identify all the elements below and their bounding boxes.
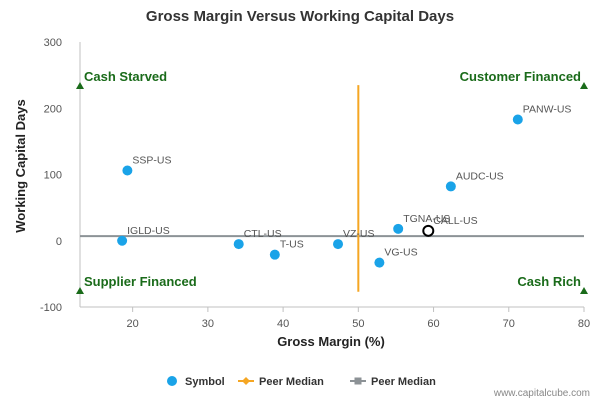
data-point-label: VZ-US xyxy=(343,228,375,240)
data-point xyxy=(122,165,133,176)
data-point-label: IGLD-US xyxy=(127,225,170,237)
chart-title: Gross Margin Versus Working Capital Days xyxy=(146,8,454,25)
quadrant-triangle-icon xyxy=(580,287,588,294)
legend-diamond-icon xyxy=(242,377,250,385)
quadrant-label-bottom-left: Supplier Financed xyxy=(84,274,197,289)
data-point-label: TGNA-US xyxy=(403,213,450,225)
legend-circle-icon xyxy=(167,376,177,386)
y-tick-label: 100 xyxy=(44,170,62,182)
data-point xyxy=(233,239,244,250)
x-tick-label: 20 xyxy=(127,318,139,330)
quadrant-labels: Cash Starved Customer Financed Supplier Fi… xyxy=(76,69,588,294)
data-point xyxy=(445,181,456,192)
data-point xyxy=(333,239,344,250)
quadrant-label-bottom-right: Cash Rich xyxy=(517,274,581,289)
data-point-label: VG-US xyxy=(384,247,417,259)
peer-median-lines xyxy=(80,85,584,292)
x-tick-label: 80 xyxy=(578,318,590,330)
data-point-label: PANW-US xyxy=(523,104,572,116)
x-tick-labels: 20 30 40 50 60 70 80 xyxy=(127,307,590,330)
quadrant-label-top-left: Cash Starved xyxy=(84,69,167,84)
data-point xyxy=(393,223,404,234)
quadrant-triangle-icon xyxy=(76,82,84,89)
data-point xyxy=(117,235,128,246)
data-point-highlight xyxy=(422,224,435,237)
y-tick-label: 300 xyxy=(44,37,62,49)
x-tick-label: 50 xyxy=(352,318,364,330)
quadrant-label-top-right: Customer Financed xyxy=(460,69,581,84)
y-axis-title: Working Capital Days xyxy=(13,99,28,232)
legend-label: Peer Median xyxy=(371,376,436,388)
x-tick-label: 60 xyxy=(427,318,439,330)
x-tick-label: 70 xyxy=(503,318,515,330)
legend: Symbol Peer Median Peer Median xyxy=(167,376,436,388)
x-tick-label: 40 xyxy=(277,318,289,330)
legend-label: Symbol xyxy=(185,376,225,388)
data-point-label: CALL-US xyxy=(433,215,477,227)
quadrant-triangle-icon xyxy=(580,82,588,89)
legend-label: Peer Median xyxy=(259,376,324,388)
data-point xyxy=(269,249,280,260)
y-tick-label: -100 xyxy=(40,302,62,314)
watermark: www.capitalcube.com xyxy=(493,388,590,399)
x-axis-title: Gross Margin (%) xyxy=(277,334,385,349)
data-point-label: AUDC-US xyxy=(456,170,504,182)
data-point xyxy=(374,257,385,268)
y-tick-labels: -100 0 100 200 300 xyxy=(40,37,62,314)
data-point-label: SSP-US xyxy=(132,155,171,167)
y-tick-label: 200 xyxy=(44,103,62,115)
y-tick-label: 0 xyxy=(56,236,62,248)
data-point-label: T-US xyxy=(280,239,304,251)
legend-square-icon xyxy=(354,377,362,385)
x-tick-label: 30 xyxy=(202,318,214,330)
data-point-label: CTL-US xyxy=(244,228,282,240)
data-point xyxy=(512,114,523,125)
quadrant-triangle-icon xyxy=(76,287,84,294)
